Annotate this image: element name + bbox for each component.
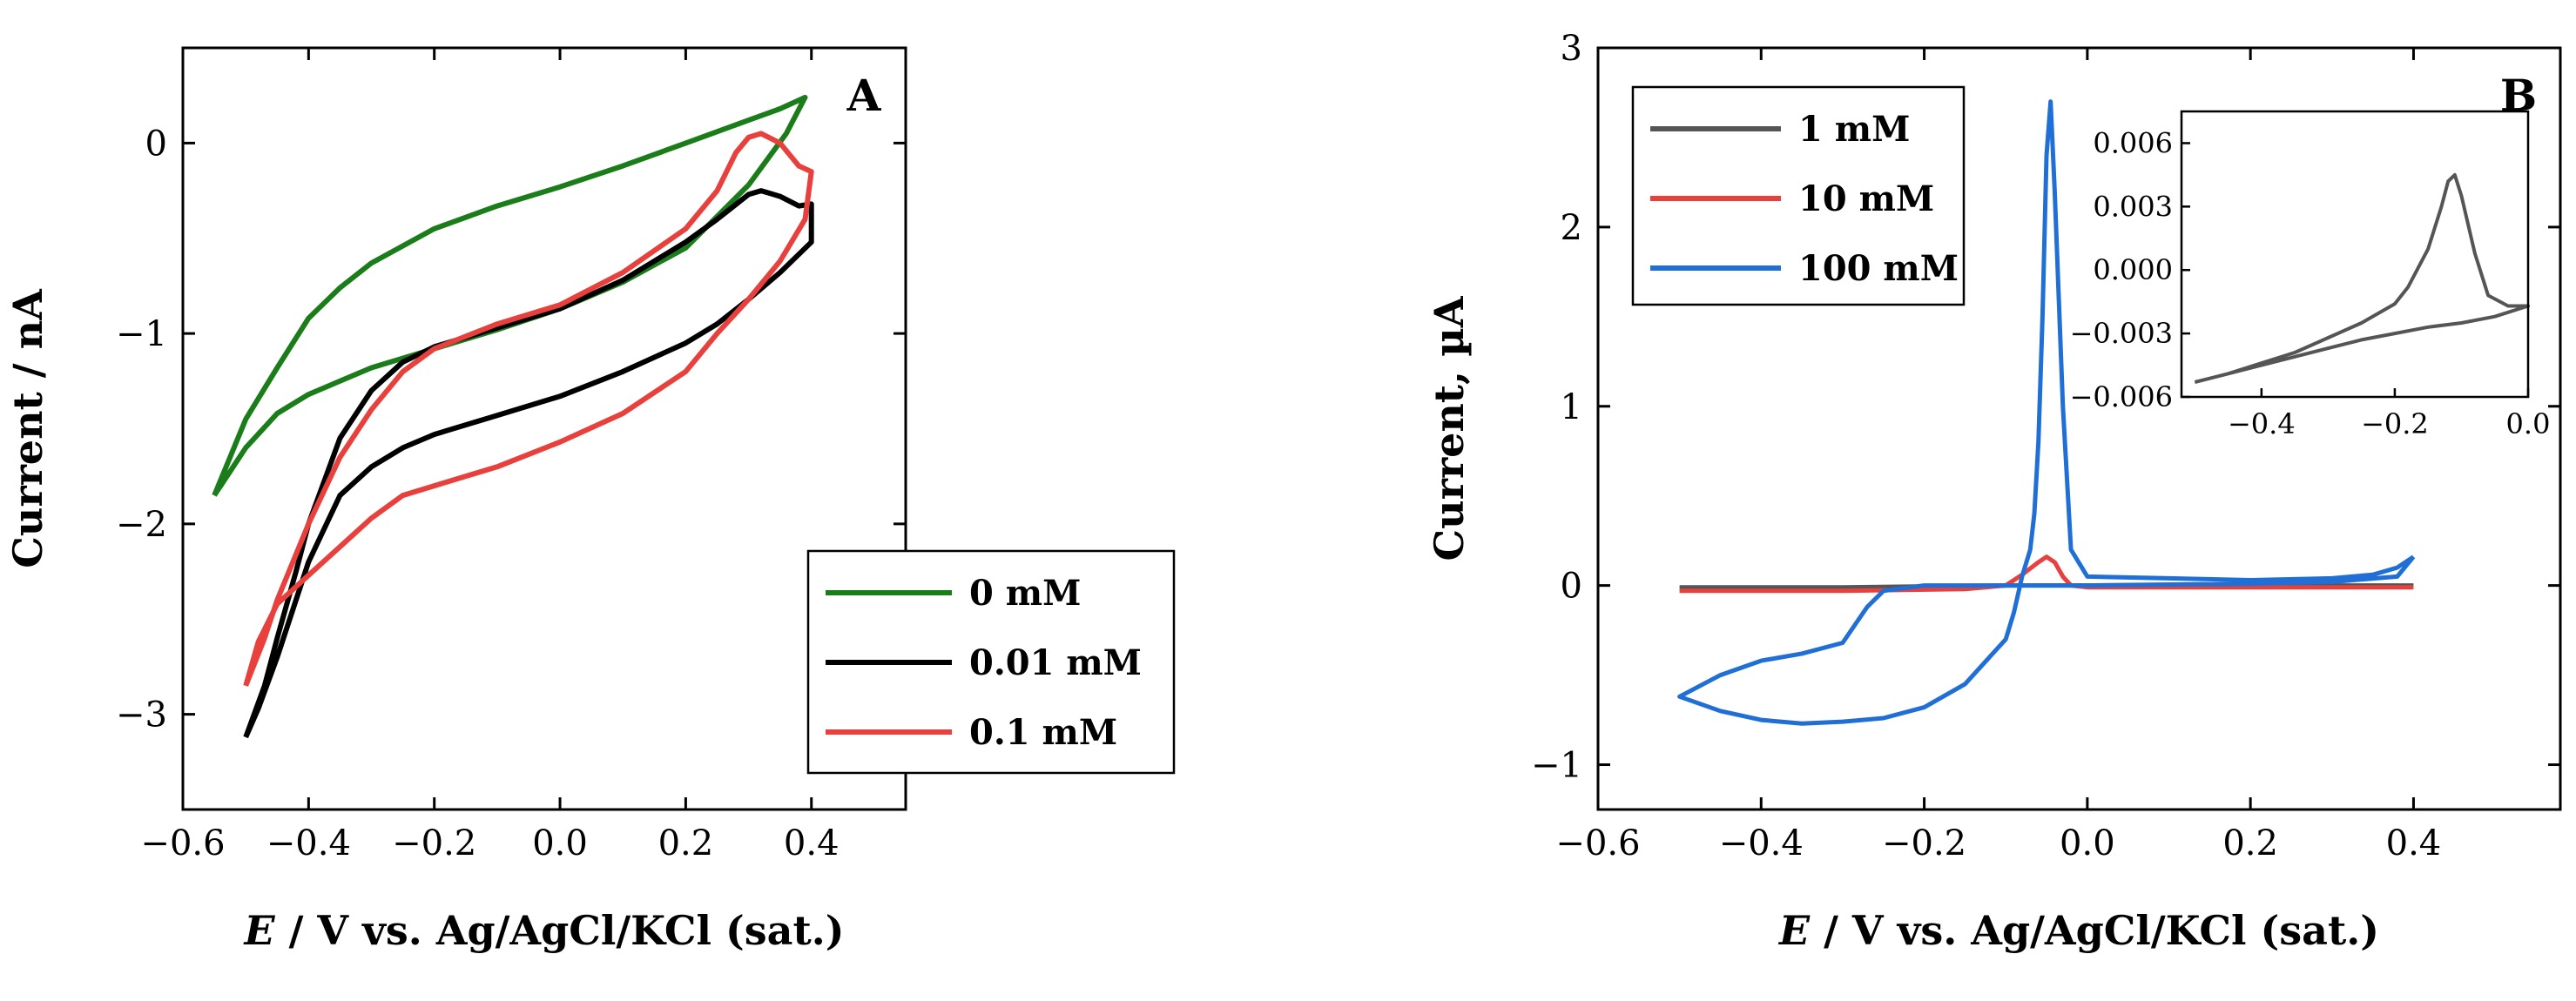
x-axis-title-symbol: E xyxy=(243,907,276,954)
x-tick-label: 0.2 xyxy=(658,823,714,863)
x-tick-label: −0.6 xyxy=(140,823,225,863)
x-tick-label: −0.4 xyxy=(1719,823,1804,863)
inset-y-tick-label: 0.006 xyxy=(2093,126,2173,159)
y-tick-label: 2 xyxy=(1561,208,1582,248)
x-axis-title: E / V vs. Ag/AgCl/KCl (sat.) xyxy=(1777,907,2379,954)
x-tick-label: −0.6 xyxy=(1555,823,1640,863)
legend-label: 10 mM xyxy=(1798,178,1934,219)
x-axis-title: E / V vs. Ag/AgCl/KCl (sat.) xyxy=(243,907,845,954)
inset-chart: −0.4 −0.2 0.0 0.006 0.003 0.000 −0.003 −0.006 xyxy=(2070,110,2551,440)
y-tick-label: 0 xyxy=(1561,567,1582,607)
x-tick-label: 0.0 xyxy=(532,823,588,863)
series-line-0-mM xyxy=(212,94,808,497)
panel-b-chart: −0.6 −0.4 −0.2 0.0 0.2 0.4 3 2 1 0 −1 E / V vs. Ag/… xyxy=(1426,29,2562,954)
y-tick-label: 1 xyxy=(1561,387,1582,427)
legend-label: 0.01 mM xyxy=(969,642,1142,683)
y-tick-label: −1 xyxy=(116,314,167,354)
panel-a-chart: −0.6 −0.4 −0.2 0.0 0.2 0.4 0 −1 −2 −3 E / V vs. Ag… xyxy=(4,46,1176,954)
inset-y-tick-label: −0.003 xyxy=(2070,317,2173,350)
series-line-0-1-mM xyxy=(243,131,814,687)
legend: 0 mM 0.01 mM 0.1 mM xyxy=(806,549,1176,775)
series-line-100-mM xyxy=(1677,99,2416,726)
x-tick-label: 0.0 xyxy=(2060,823,2115,863)
x-tick-label: −0.2 xyxy=(392,823,476,863)
series-line-0-01-mM xyxy=(243,188,814,739)
inset-background xyxy=(2182,111,2528,397)
x-tick-label: 0.4 xyxy=(784,823,840,863)
inset-y-tick-label: 0.003 xyxy=(2093,190,2173,223)
plot-frame xyxy=(181,46,907,811)
inset-frame xyxy=(2180,110,2530,399)
inset-x-tick-label: 0.0 xyxy=(2506,407,2551,440)
x-tick-label: −0.2 xyxy=(1882,823,1966,863)
inset-x-tick-label: −0.2 xyxy=(2361,407,2429,440)
x-tick-label: −0.4 xyxy=(266,823,351,863)
y-axis-title: Current, µA xyxy=(1426,295,1473,561)
x-axis-title-text: / V vs. Ag/AgCl/KCl (sat.) xyxy=(275,907,845,954)
y-tick-label: 0 xyxy=(145,124,167,164)
inset-series-line xyxy=(2194,172,2530,384)
inset-y-tick-label: 0.000 xyxy=(2093,253,2173,286)
legend-label: 0 mM xyxy=(969,573,1081,614)
legend-label: 100 mM xyxy=(1798,248,1959,289)
panel-label: A xyxy=(846,70,882,121)
x-tick-label: 0.4 xyxy=(2386,823,2442,863)
legend: 1 mM 10 mM 100 mM xyxy=(1631,85,1966,306)
y-tick-label: −2 xyxy=(116,505,167,545)
legend-label: 0.1 mM xyxy=(969,712,1117,753)
inset-x-tick-label: −0.4 xyxy=(2228,407,2296,440)
y-tick-label: −3 xyxy=(116,695,167,736)
x-tick-label: 0.2 xyxy=(2222,823,2278,863)
legend-label: 1 mM xyxy=(1798,109,1910,150)
x-axis-title-text: / V vs. Ag/AgCl/KCl (sat.) xyxy=(1810,907,2379,954)
plot-frame xyxy=(1596,46,2562,811)
y-axis-title: Current / nA xyxy=(4,288,51,568)
inset-y-tick-label: −0.006 xyxy=(2070,380,2173,413)
y-tick-label: −1 xyxy=(1531,746,1582,786)
y-tick-label: 3 xyxy=(1561,29,1582,69)
x-axis-title-symbol: E xyxy=(1777,907,1811,954)
